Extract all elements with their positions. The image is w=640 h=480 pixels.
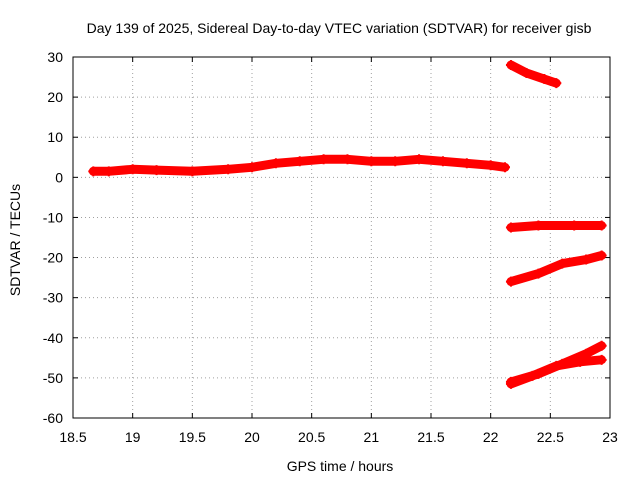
data-point xyxy=(390,156,401,167)
y-tick-label: -30 xyxy=(43,290,63,306)
x-tick-label: 18.5 xyxy=(59,429,86,445)
y-tick-label: 20 xyxy=(47,89,63,105)
x-tick-label: 19 xyxy=(125,429,141,445)
data-point xyxy=(557,258,568,269)
data-point xyxy=(505,60,516,71)
data-point xyxy=(539,74,550,85)
y-tick-label: -60 xyxy=(43,410,63,426)
x-tick-label: 20.5 xyxy=(298,429,325,445)
data-point xyxy=(505,222,516,233)
data-point xyxy=(575,356,586,367)
x-tick-label: 23 xyxy=(602,429,618,445)
y-tick-label: 30 xyxy=(47,49,63,65)
data-point xyxy=(187,166,198,177)
y-tick-label: 10 xyxy=(47,129,63,145)
data-point xyxy=(596,340,607,351)
data-point xyxy=(499,162,510,173)
grid-lines xyxy=(73,57,610,418)
data-point xyxy=(569,220,580,231)
data-point xyxy=(596,354,607,365)
data-point xyxy=(88,166,99,177)
data-point xyxy=(127,164,138,175)
data-point xyxy=(596,250,607,261)
data-point xyxy=(596,220,607,231)
x-axis-label: GPS time / hours xyxy=(287,458,394,474)
data-series xyxy=(88,60,607,389)
data-point xyxy=(270,158,281,169)
data-point xyxy=(342,154,353,165)
data-point xyxy=(103,166,114,177)
y-tick-label: -20 xyxy=(43,250,63,266)
x-tick-label: 21.5 xyxy=(417,429,444,445)
data-point xyxy=(294,156,305,167)
data-point xyxy=(223,164,234,175)
plot-frame xyxy=(72,56,611,419)
series-arc-top xyxy=(506,60,561,88)
chart-title: Day 139 of 2025, Sidereal Day-to-day VTE… xyxy=(87,20,592,36)
data-point xyxy=(247,162,257,173)
data-point xyxy=(318,154,329,165)
data-point xyxy=(551,360,562,371)
data-point xyxy=(505,378,516,389)
y-tick-label: -10 xyxy=(43,209,63,225)
series-arc-minus12 xyxy=(506,221,607,232)
data-point xyxy=(521,68,532,79)
x-tick-label: 22 xyxy=(483,429,499,445)
y-tick-label: -40 xyxy=(43,330,63,346)
x-tick-label: 21 xyxy=(364,429,380,445)
y-axis-label: SDTVAR / TECUs xyxy=(7,184,23,296)
x-tick-label: 19.5 xyxy=(179,429,206,445)
x-tick-label: 22.5 xyxy=(537,429,564,445)
data-point xyxy=(437,156,448,167)
data-point xyxy=(581,254,592,265)
data-point xyxy=(151,165,162,176)
data-point xyxy=(527,370,538,381)
data-point xyxy=(505,276,516,287)
data-point xyxy=(533,220,544,231)
data-point xyxy=(533,268,544,279)
data-point xyxy=(461,158,472,169)
data-point xyxy=(485,160,496,171)
data-point xyxy=(414,154,425,165)
axis-ticks: 18.5 19 19.5 20 20.5 21 21.5 22 22.5 23 -60 -50 -40 -… xyxy=(43,49,618,445)
y-tick-label: 0 xyxy=(55,169,63,185)
x-tick-label: 20 xyxy=(244,429,260,445)
data-point xyxy=(551,78,562,89)
y-tick-label: -50 xyxy=(43,370,63,386)
data-point xyxy=(366,156,377,167)
